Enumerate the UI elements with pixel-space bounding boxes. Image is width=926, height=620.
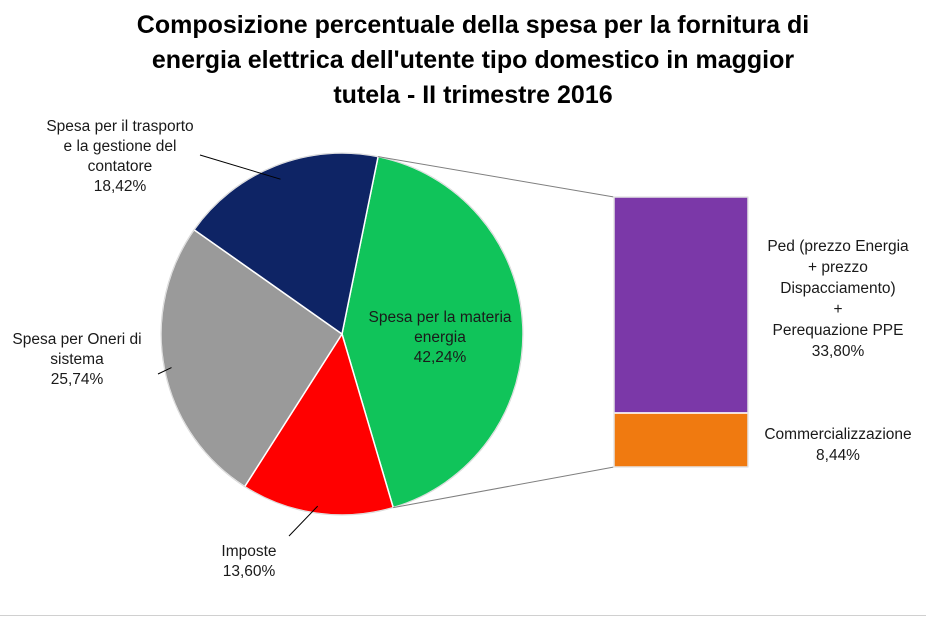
pie-slice: [160, 228, 344, 488]
pie-data-label: e la gestione del: [64, 138, 177, 155]
leader-line: [157, 367, 172, 375]
leader-line: [199, 154, 281, 180]
bottom-divider: [0, 615, 926, 616]
bar-segment: [613, 196, 749, 414]
bar-data-label: Commercializzazione: [764, 426, 911, 443]
connector-line: [393, 466, 615, 509]
pie-slice: [341, 155, 524, 509]
pie-data-label: Spesa per il trasporto: [46, 118, 193, 135]
pie-slice: [193, 152, 379, 336]
pie-data-label: contatore: [88, 158, 153, 175]
stacked-bar: [613, 196, 749, 468]
data-labels: Spesa per la materia energia 42,24% Imposte…: [12, 118, 911, 580]
chart-title-line: tutela - II trimestre 2016: [333, 81, 613, 109]
pie-data-label: 18,42%: [94, 178, 147, 195]
pie-data-label: 13,60%: [223, 563, 276, 580]
bar-data-label: 33,80%: [812, 343, 865, 360]
pie-data-label: energia: [414, 329, 466, 346]
chart-title: Composizione percentuale della spesa per…: [83, 8, 863, 113]
pie-rim: [160, 152, 524, 516]
leader-line: [288, 505, 319, 537]
pie-slice: [243, 332, 395, 516]
pie-data-label: Imposte: [221, 543, 276, 560]
bar-data-label: Perequazione PPE: [773, 322, 904, 339]
connector-lines: [378, 156, 615, 509]
connector-line: [378, 156, 615, 198]
bar-data-label: Dispacciamento): [780, 280, 895, 297]
pie-data-label: 42,24%: [414, 349, 467, 366]
bar-data-label: 8,44%: [816, 447, 860, 464]
bar-data-label: + prezzo: [808, 259, 868, 276]
bar-outline: [613, 196, 749, 468]
pie-data-label: Spesa per Oneri di: [12, 331, 141, 348]
pie-data-label: Spesa per la materia: [368, 309, 511, 326]
bar-segment: [613, 412, 749, 468]
bar-data-label: +: [833, 301, 842, 318]
chart-title-line: Composizione percentuale della spesa per…: [136, 11, 810, 39]
pie-chart: [160, 152, 524, 516]
pie-data-label: sistema: [50, 351, 104, 368]
bar-data-label: Ped (prezzo Energia: [767, 238, 909, 255]
pie-data-label: 25,74%: [51, 371, 104, 388]
chart-title-line: energia elettrica dell'utente tipo domes…: [151, 46, 795, 74]
